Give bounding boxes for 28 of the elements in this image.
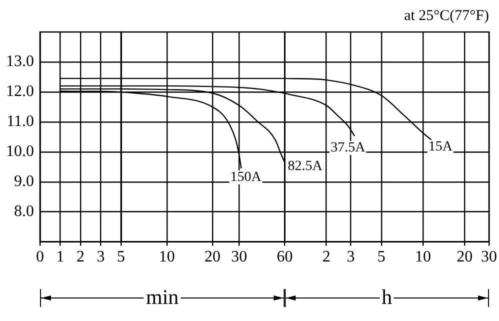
x-tick-label: 20 [456, 248, 473, 266]
y-tick-label: 11.0 [6, 113, 34, 130]
series-label: 37.5A [330, 140, 366, 156]
x-tick-label: 60 [276, 248, 293, 266]
x-tick-label: 5 [377, 248, 386, 266]
x-tick-label: 2 [322, 248, 330, 266]
x-tick-label: 3 [96, 248, 105, 266]
x-tick-label: 10 [415, 248, 432, 266]
x-tick-label: 10 [158, 248, 175, 266]
x-tick-label: 20 [204, 248, 220, 266]
x-tick-label: 0 [36, 248, 44, 266]
x-tick-label: 1 [56, 248, 64, 266]
x-tick-label: 30 [231, 248, 248, 266]
text: min [144, 285, 181, 309]
y-tick-label: 10.0 [6, 143, 34, 160]
x-tick-label: 3 [346, 248, 355, 266]
y-tick-label: 12.0 [6, 83, 34, 100]
series-label: 15A [428, 140, 454, 155]
y-tick-label: 9.0 [14, 173, 34, 190]
text: h [380, 285, 394, 309]
y-tick-label: 8.0 [14, 203, 34, 220]
series-label: 82.5A [288, 159, 324, 174]
x-tick-label: 30 [481, 248, 497, 266]
chart-title: at 25°C(77°F) [404, 8, 489, 24]
series-label: 150A [230, 170, 262, 186]
x-tick-label: 5 [117, 248, 125, 266]
x-tick-label: 2 [76, 248, 84, 266]
y-tick-label: 13.0 [6, 53, 34, 70]
